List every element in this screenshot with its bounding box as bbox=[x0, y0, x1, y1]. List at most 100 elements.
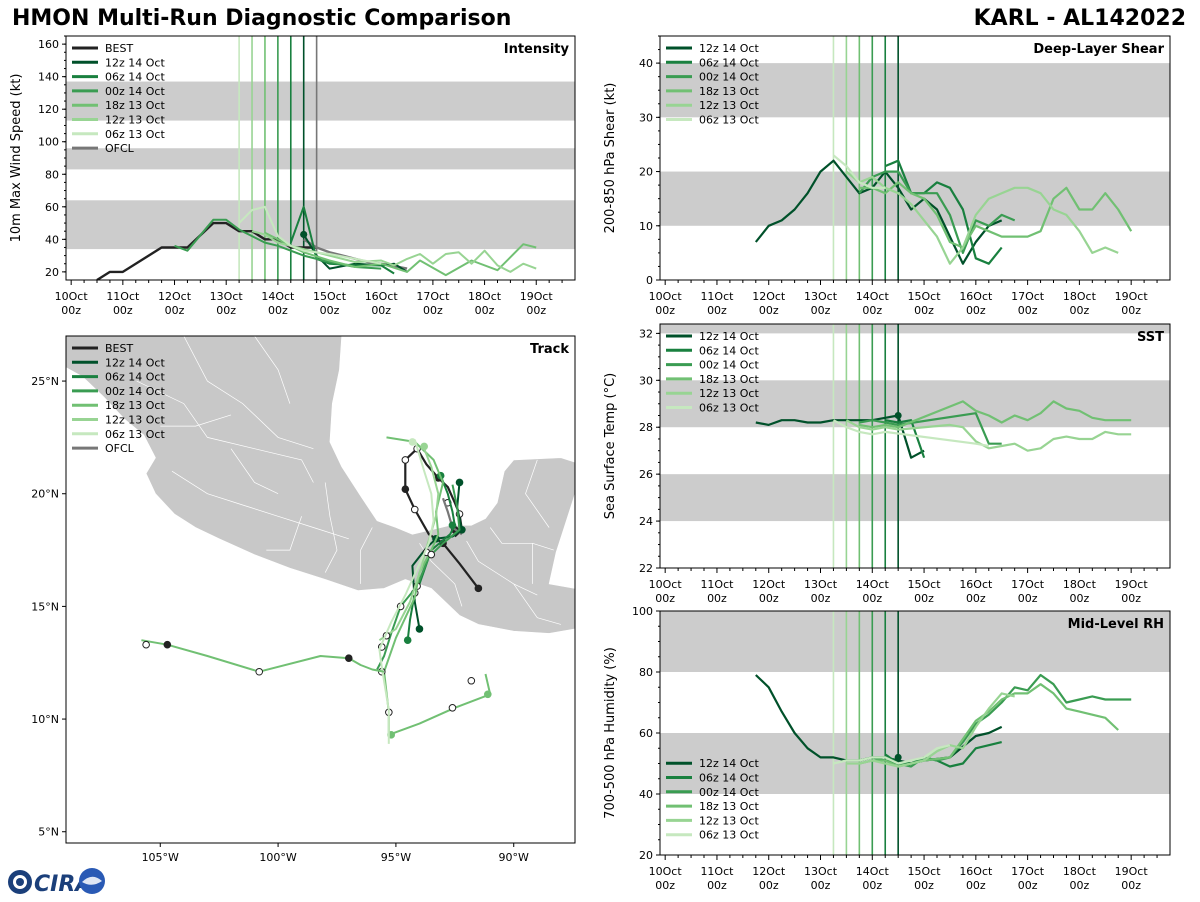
track-line-west-track bbox=[141, 639, 385, 673]
ytick-label: 20 bbox=[45, 266, 59, 279]
plot-area-rh bbox=[660, 611, 1170, 855]
xtick-label: 00z bbox=[966, 304, 986, 317]
xtick-label: 16Oct bbox=[959, 865, 993, 878]
threshold-band bbox=[66, 200, 575, 250]
legend-label: 06z 13 Oct bbox=[699, 114, 759, 127]
legend-label: 06z 13 Oct bbox=[699, 402, 759, 415]
legend-label: 06z 13 Oct bbox=[105, 428, 165, 441]
xtick-label: 00z bbox=[966, 879, 986, 892]
cira-logo: CIRA bbox=[4, 866, 108, 898]
track-marker-filled bbox=[408, 438, 417, 446]
xtick-label: 00z bbox=[914, 879, 934, 892]
ytick-label: 10 bbox=[639, 220, 653, 233]
xtick-label: 13Oct bbox=[804, 865, 838, 878]
threshold-band bbox=[660, 324, 1170, 334]
state-border bbox=[513, 583, 561, 625]
legend-label: 18z 13 Oct bbox=[105, 399, 165, 412]
track-marker-filled bbox=[448, 521, 457, 530]
series-line-00z-14-Oct bbox=[174, 218, 382, 270]
xtick-label: 00z bbox=[216, 304, 236, 317]
xtick-label: 15Oct bbox=[908, 578, 942, 591]
xtick-label: 00z bbox=[1070, 304, 1090, 317]
xtick-label: 10Oct bbox=[649, 290, 683, 303]
ytick-label: 0 bbox=[646, 274, 653, 287]
track-marker-filled bbox=[455, 478, 464, 487]
xtick-label: 00z bbox=[811, 592, 831, 605]
xtick-label: 17Oct bbox=[1011, 865, 1045, 878]
ytick-label: 20 bbox=[639, 166, 653, 179]
ytick-label: 120 bbox=[38, 103, 59, 116]
legend-label: BEST bbox=[105, 342, 133, 355]
state-border bbox=[532, 542, 554, 551]
ytick-label: 32 bbox=[639, 327, 653, 340]
legend-label: 12z 14 Oct bbox=[699, 757, 759, 770]
panel-shear: 01020304010Oct00z11Oct00z12Oct00z13Oct00… bbox=[603, 35, 1171, 317]
series-line-06z-13-Oct bbox=[833, 744, 951, 765]
panel-title-sst: SST bbox=[1137, 330, 1164, 345]
xtick-label: 00z bbox=[966, 592, 986, 605]
ytick-label: 140 bbox=[38, 71, 59, 84]
xtick-label: 00z bbox=[526, 304, 546, 317]
xtick-label: 18Oct bbox=[1063, 865, 1097, 878]
series-line-00z-14-Oct bbox=[858, 170, 1016, 254]
xtick-label: 12Oct bbox=[752, 290, 786, 303]
xtick-label: 00z bbox=[707, 592, 727, 605]
xtick-label: 95°W bbox=[381, 851, 411, 864]
threshold-band bbox=[66, 81, 575, 121]
xtick-label: 00z bbox=[423, 304, 443, 317]
storm-id-title: KARL - AL142022 bbox=[973, 6, 1186, 31]
panel-title-intensity: Intensity bbox=[504, 42, 570, 57]
legend-label: 12z 14 Oct bbox=[699, 330, 759, 343]
xtick-label: 14Oct bbox=[856, 578, 890, 591]
ytick-label: 40 bbox=[45, 233, 59, 246]
axes-frame bbox=[659, 323, 1171, 569]
legend-label: 06z 13 Oct bbox=[105, 128, 165, 141]
ytick-label: 10°N bbox=[31, 713, 59, 726]
ytick-label: 20°N bbox=[31, 488, 59, 501]
xtick-label: 00z bbox=[320, 304, 340, 317]
xtick-label: 13Oct bbox=[804, 290, 838, 303]
legend-label: 00z 14 Oct bbox=[699, 359, 759, 372]
track-frame bbox=[65, 335, 576, 844]
series-line-12z-13-Oct bbox=[845, 170, 1119, 265]
xtick-label: 00z bbox=[113, 304, 133, 317]
xtick-label: 00z bbox=[862, 304, 882, 317]
track-marker-open bbox=[427, 550, 436, 559]
panel-rh: 2040608010010Oct00z11Oct00z12Oct00z13Oct… bbox=[603, 605, 1171, 892]
xtick-label: 90°W bbox=[499, 851, 529, 864]
panel-title-rh: Mid-Level RH bbox=[1068, 617, 1164, 632]
xtick-label: 12Oct bbox=[158, 290, 192, 303]
threshold-band bbox=[66, 148, 575, 170]
track-marker-filled bbox=[403, 636, 412, 644]
xtick-label: 00z bbox=[655, 592, 675, 605]
series-marker bbox=[894, 412, 902, 419]
series-line-06z-14-Oct bbox=[884, 741, 1002, 768]
series-line-12z-13-Oct bbox=[846, 692, 1015, 768]
series-line-18z-13-Oct bbox=[859, 400, 1132, 429]
xtick-label: 00z bbox=[811, 304, 831, 317]
xtick-label: 12Oct bbox=[752, 865, 786, 878]
series-marker bbox=[894, 753, 902, 761]
state-border bbox=[266, 516, 302, 551]
series-line-12z-14-Oct bbox=[754, 159, 1003, 265]
state-border bbox=[360, 527, 373, 584]
page-title: HMON Multi-Run Diagnostic Comparison bbox=[12, 6, 512, 31]
track-line-18z-13-Oct bbox=[383, 436, 492, 736]
legend-label: 12z 13 Oct bbox=[699, 387, 759, 400]
xtick-label: 16Oct bbox=[959, 578, 993, 591]
ytick-label: 100 bbox=[38, 136, 59, 149]
xtick-label: 00z bbox=[1121, 592, 1141, 605]
ytick-label: 100 bbox=[632, 605, 653, 618]
threshold-band bbox=[660, 171, 1170, 226]
threshold-band bbox=[660, 63, 1170, 118]
panel-intensity: 2040608010012014016010Oct00z11Oct00z12Oc… bbox=[9, 35, 576, 317]
series-line-06z-14-Oct bbox=[885, 419, 926, 459]
ytick-label: 80 bbox=[639, 666, 653, 679]
track-marker-filled bbox=[163, 640, 172, 649]
xtick-label: 10Oct bbox=[55, 290, 89, 303]
track-marker-open bbox=[410, 505, 419, 514]
xtick-label: 15Oct bbox=[908, 290, 942, 303]
land-mexico bbox=[66, 336, 575, 634]
